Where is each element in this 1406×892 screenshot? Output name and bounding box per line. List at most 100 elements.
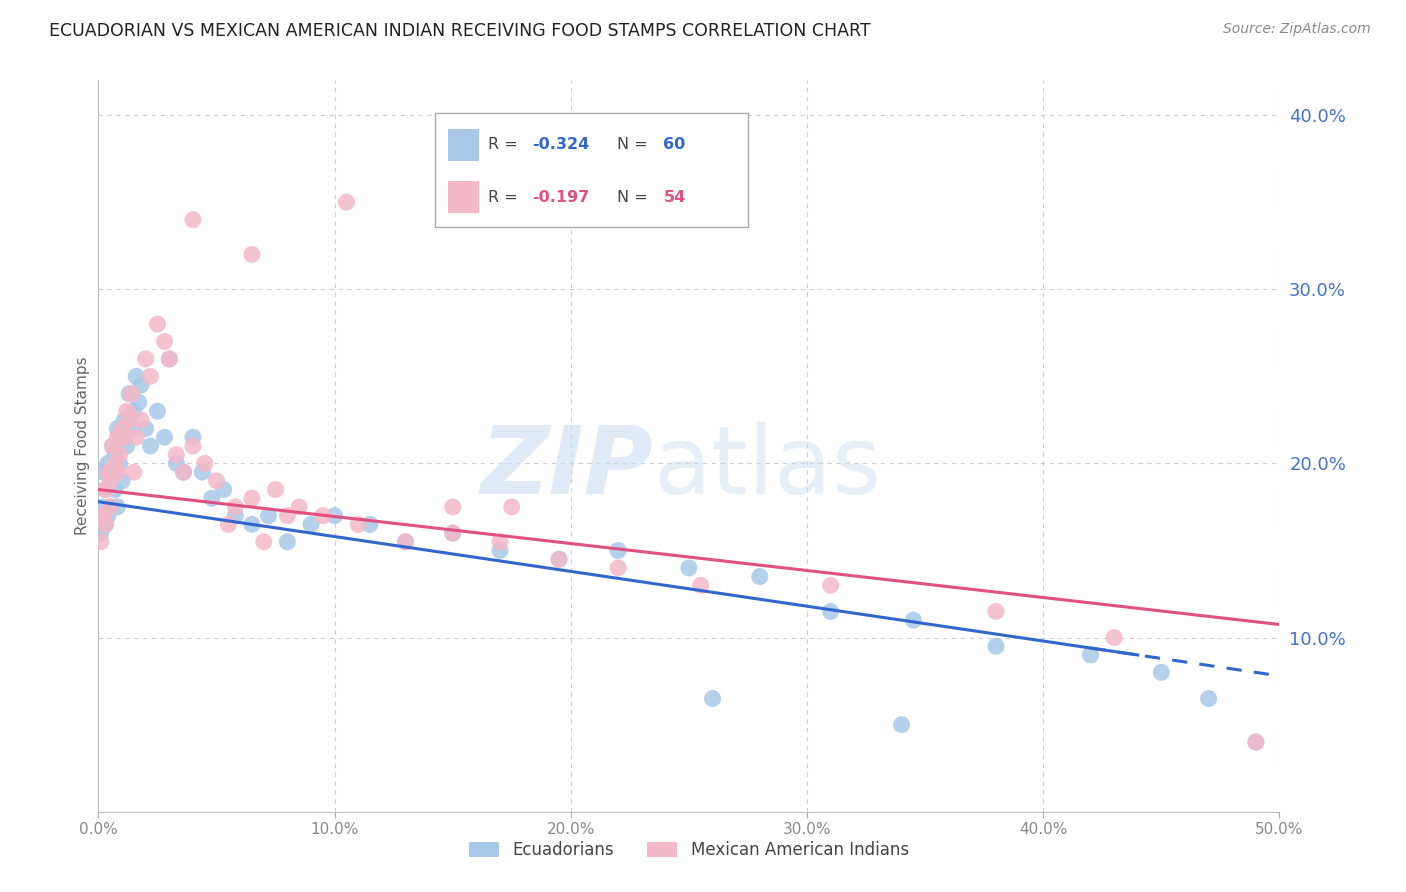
Point	[323, 508, 346, 523]
Point	[394, 534, 416, 549]
Point	[224, 500, 246, 514]
Point	[890, 717, 912, 731]
Point	[702, 691, 724, 706]
Point	[94, 483, 117, 497]
Point	[105, 500, 128, 514]
Point	[264, 483, 287, 497]
Point	[97, 465, 120, 479]
Text: Source: ZipAtlas.com: Source: ZipAtlas.com	[1223, 22, 1371, 37]
Point	[172, 465, 194, 479]
Point	[153, 430, 176, 444]
Point	[111, 474, 134, 488]
Point	[276, 534, 298, 549]
Point	[118, 413, 141, 427]
Point	[115, 439, 138, 453]
Point	[984, 604, 1007, 618]
Point	[359, 517, 381, 532]
Point	[194, 457, 217, 471]
Point	[101, 465, 124, 479]
Point	[312, 508, 335, 523]
Point	[98, 500, 121, 514]
Point	[111, 421, 134, 435]
Point	[253, 534, 276, 549]
Point	[112, 430, 135, 444]
Point	[98, 500, 121, 514]
Text: ECUADORIAN VS MEXICAN AMERICAN INDIAN RECEIVING FOOD STAMPS CORRELATION CHART: ECUADORIAN VS MEXICAN AMERICAN INDIAN RE…	[49, 22, 870, 40]
Point	[181, 439, 204, 453]
Point	[118, 386, 141, 401]
Point	[146, 317, 169, 331]
Point	[94, 483, 117, 497]
Point	[191, 465, 214, 479]
Point	[501, 500, 523, 514]
Point	[105, 430, 128, 444]
Point	[91, 500, 114, 514]
Legend: Ecuadorians, Mexican American Indians: Ecuadorians, Mexican American Indians	[463, 834, 915, 865]
Point	[125, 369, 148, 384]
Point	[903, 613, 925, 627]
Point	[115, 404, 138, 418]
Point	[135, 421, 157, 435]
Point	[91, 508, 114, 523]
Point	[90, 534, 112, 549]
Point	[128, 395, 150, 409]
Point	[94, 517, 117, 532]
Point	[607, 543, 630, 558]
Point	[548, 552, 571, 566]
Point	[181, 430, 204, 444]
Point	[91, 465, 114, 479]
Point	[98, 474, 121, 488]
Point	[548, 552, 571, 566]
Point	[212, 483, 235, 497]
Point	[104, 457, 127, 471]
Point	[257, 508, 280, 523]
Point	[101, 439, 124, 453]
Point	[139, 439, 162, 453]
Point	[1244, 735, 1267, 749]
Point	[240, 491, 263, 506]
Point	[240, 247, 263, 261]
Point	[335, 195, 357, 210]
Y-axis label: Receiving Food Stamps: Receiving Food Stamps	[75, 357, 90, 535]
Point	[1102, 631, 1125, 645]
Point	[347, 517, 370, 532]
Point	[820, 604, 842, 618]
Point	[105, 465, 128, 479]
Point	[217, 517, 239, 532]
Point	[1198, 691, 1220, 706]
Point	[97, 457, 120, 471]
Point	[240, 517, 263, 532]
Point	[135, 351, 157, 366]
Point	[299, 517, 322, 532]
Point	[678, 561, 700, 575]
Point	[97, 508, 120, 523]
Point	[129, 413, 152, 427]
Point	[820, 578, 842, 592]
Point	[146, 404, 169, 418]
Point	[441, 500, 464, 514]
Point	[984, 640, 1007, 654]
Point	[441, 526, 464, 541]
Point	[288, 500, 311, 514]
Point	[1080, 648, 1102, 662]
Point	[748, 569, 770, 583]
Point	[157, 351, 180, 366]
Point	[121, 386, 143, 401]
Point	[1244, 735, 1267, 749]
Point	[201, 491, 224, 506]
Point	[489, 543, 512, 558]
Point	[689, 578, 711, 592]
Point	[181, 212, 204, 227]
Point	[108, 448, 131, 462]
Point	[205, 474, 228, 488]
Point	[108, 457, 131, 471]
Point	[394, 534, 416, 549]
Text: atlas: atlas	[654, 422, 882, 514]
Point	[94, 517, 117, 532]
Point	[112, 413, 135, 427]
Point	[122, 465, 145, 479]
Point	[172, 465, 194, 479]
Point	[125, 430, 148, 444]
Point	[111, 430, 134, 444]
Point	[121, 421, 143, 435]
